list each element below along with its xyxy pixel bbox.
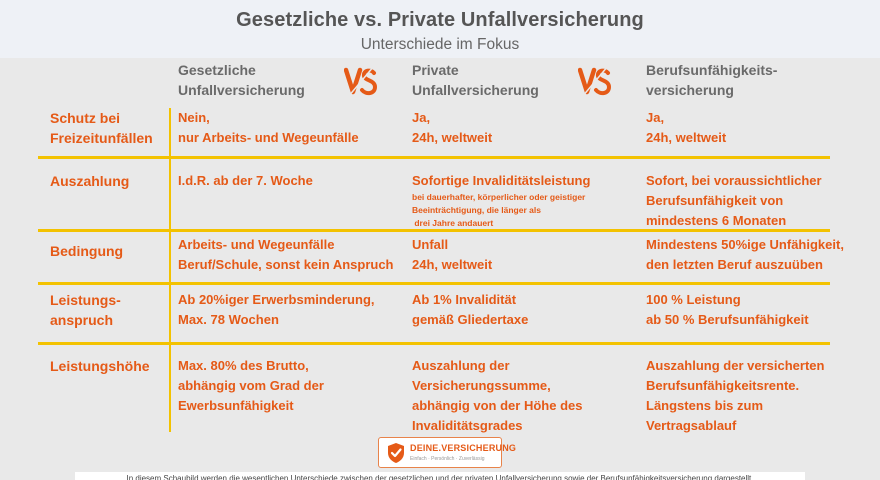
cell-line: nur Arbeits- und Wegeunfälle xyxy=(178,130,359,145)
cell-line: Auszahlung der xyxy=(412,358,510,373)
cell-bedingung-privat: Unfall 24h, weltweit xyxy=(412,235,492,275)
cell-schutz-privat: Ja, 24h, weltweit xyxy=(412,108,492,148)
cell-auszahlung-privat: Sofortige Invaliditätsleistung bei dauer… xyxy=(412,171,590,230)
cell-schutz-gesetzlich: Nein, nur Arbeits- und Wegeunfälle xyxy=(178,108,359,148)
cell-line: Versicherungssumme, xyxy=(412,378,551,393)
cell-line: abhängig von der Höhe des xyxy=(412,398,583,413)
row-label-auszahlung: Auszahlung xyxy=(50,171,129,191)
row-label-line: Schutz bei xyxy=(50,110,121,126)
cell-line: ab 50 % Berufsunfähigkeit xyxy=(646,312,809,327)
column-header-private: Private Unfallversicherung xyxy=(412,60,539,100)
row-divider xyxy=(38,342,830,345)
cell-line: gemäß Gliedertaxe xyxy=(412,312,529,327)
column-header-line: versicherung xyxy=(646,82,734,98)
row-divider xyxy=(38,229,830,232)
column-divider xyxy=(169,108,171,432)
cell-line: Unfall xyxy=(412,237,449,252)
row-label-line: anspruch xyxy=(50,312,114,328)
cell-line: Invaliditätsgrades xyxy=(412,418,523,433)
cell-line: Berufsunfähigkeit von xyxy=(646,193,784,208)
row-label-leistungshoehe: Leistungshöhe xyxy=(50,356,150,376)
cell-line: Mindestens 50%ige Unfähigkeit, xyxy=(646,237,844,252)
row-label-line: Leistungs- xyxy=(50,292,121,308)
row-label-bedingung: Bedingung xyxy=(50,241,123,261)
cell-auszahlung-gesetzlich: I.d.R. ab der 7. Woche xyxy=(178,171,313,191)
cell-bedingung-gesetzlich: Arbeits- und Wegeunfälle Beruf/Schule, s… xyxy=(178,235,394,275)
column-header-line: Berufsunfähigkeits- xyxy=(646,62,778,78)
row-divider xyxy=(38,282,830,285)
cell-line: abhängig vom Grad der xyxy=(178,378,324,393)
row-label-schutz: Schutz bei Freizeitunfällen xyxy=(50,108,153,148)
cell-line: den letzten Beruf auszuüben xyxy=(646,257,823,272)
column-header-line: Gesetzliche xyxy=(178,62,256,78)
footer-caption: In diesem Schaubild werden die wesentlic… xyxy=(75,472,805,480)
cell-leistungsanspruch-bu: 100 % Leistung ab 50 % Berufsunfähigkeit xyxy=(646,290,809,330)
cell-note-line: bei dauerhafter, körperlicher oder geist… xyxy=(412,192,586,202)
cell-line: Längstens bis zum xyxy=(646,398,764,413)
cell-leistungsanspruch-privat: Ab 1% Invalidität gemäß Gliedertaxe xyxy=(412,290,528,330)
column-header-berufsunfaehigkeit: Berufsunfähigkeits- versicherung xyxy=(646,60,777,100)
cell-line: Sofortige Invaliditätsleistung xyxy=(412,173,591,188)
row-label-line: Auszahlung xyxy=(50,173,130,189)
cell-line: Ab 1% Invalidität xyxy=(412,292,517,307)
cell-schutz-bu: Ja, 24h, weltweit xyxy=(646,108,726,148)
cell-leistungshoehe-privat: Auszahlung der Versicherungssumme, abhän… xyxy=(412,356,582,436)
row-divider xyxy=(38,156,830,159)
cell-line: Max. 80% des Brutto, xyxy=(178,358,309,373)
header: Gesetzliche vs. Private Unfallversicheru… xyxy=(0,0,880,58)
cell-bedingung-bu: Mindestens 50%ige Unfähigkeit, den letzt… xyxy=(646,235,844,275)
cell-line: 100 % Leistung xyxy=(646,292,741,307)
cell-line: Ewerbsunfähigkeit xyxy=(178,398,294,413)
column-header-line: Private xyxy=(412,62,459,78)
cell-leistungsanspruch-gesetzlich: Ab 20%iger Erwerbsminderung, Max. 78 Woc… xyxy=(178,290,375,330)
page-subtitle: Unterschiede im Fokus xyxy=(360,36,520,53)
cell-note-line: Beeinträchtigung, die länger als xyxy=(412,205,541,215)
row-label-line: Bedingung xyxy=(50,243,124,259)
cell-line: Sofort, bei voraussichtlicher xyxy=(646,173,822,188)
column-header-gesetzliche: Gesetzliche Unfallversicherung xyxy=(178,60,305,100)
cell-auszahlung-bu: Sofort, bei voraussichtlicher Berufsunfä… xyxy=(646,171,822,231)
cell-line: Berufsunfähigkeitsrente. xyxy=(646,378,800,393)
cell-line: Beruf/Schule, sonst kein Anspruch xyxy=(178,257,394,272)
cell-note-line: drei Jahre andauert xyxy=(412,218,494,228)
cell-line: Ab 20%iger Erwerbsminderung, xyxy=(178,292,375,307)
cell-line: Nein, xyxy=(178,110,210,125)
column-header-line: Unfallversicherung xyxy=(178,82,305,98)
cell-line: Arbeits- und Wegeunfälle xyxy=(178,237,335,252)
cell-leistungshoehe-bu: Auszahlung der versicherten Berufsunfähi… xyxy=(646,356,824,436)
column-header-line: Unfallversicherung xyxy=(412,82,539,98)
cell-line: Auszahlung der versicherten xyxy=(646,358,825,373)
cell-leistungshoehe-gesetzlich: Max. 80% des Brutto, abhängig vom Grad d… xyxy=(178,356,324,416)
shield-check-icon xyxy=(388,443,404,463)
row-label-line: Leistungshöhe xyxy=(50,358,150,374)
cell-line: 24h, weltweit xyxy=(412,257,493,272)
page-title: Gesetzliche vs. Private Unfallversicheru… xyxy=(236,9,644,31)
vs-icon xyxy=(344,65,378,98)
cell-line: Max. 78 Wochen xyxy=(178,312,279,327)
row-label-leistungsanspruch: Leistungs- anspruch xyxy=(50,290,121,330)
vs-icon xyxy=(578,65,612,98)
logo-brand-text: DEINE.VERSICHERUNG xyxy=(410,443,517,453)
cell-line: 24h, weltweit xyxy=(646,130,727,145)
row-label-line: Freizeitunfällen xyxy=(50,130,153,146)
cell-line: Ja, xyxy=(646,110,665,125)
cell-line: mindestens 6 Monaten xyxy=(646,213,787,228)
cell-line: 24h, weltweit xyxy=(412,130,493,145)
cell-line: Vertragsablauf xyxy=(646,418,737,433)
brand-logo[interactable]: DEINE.VERSICHERUNG Einfach · Persönlich … xyxy=(378,437,516,468)
cell-line: I.d.R. ab der 7. Woche xyxy=(178,173,313,188)
logo-tagline: Einfach · Persönlich · Zuverlässig xyxy=(410,456,485,462)
cell-line: Ja, xyxy=(412,110,431,125)
